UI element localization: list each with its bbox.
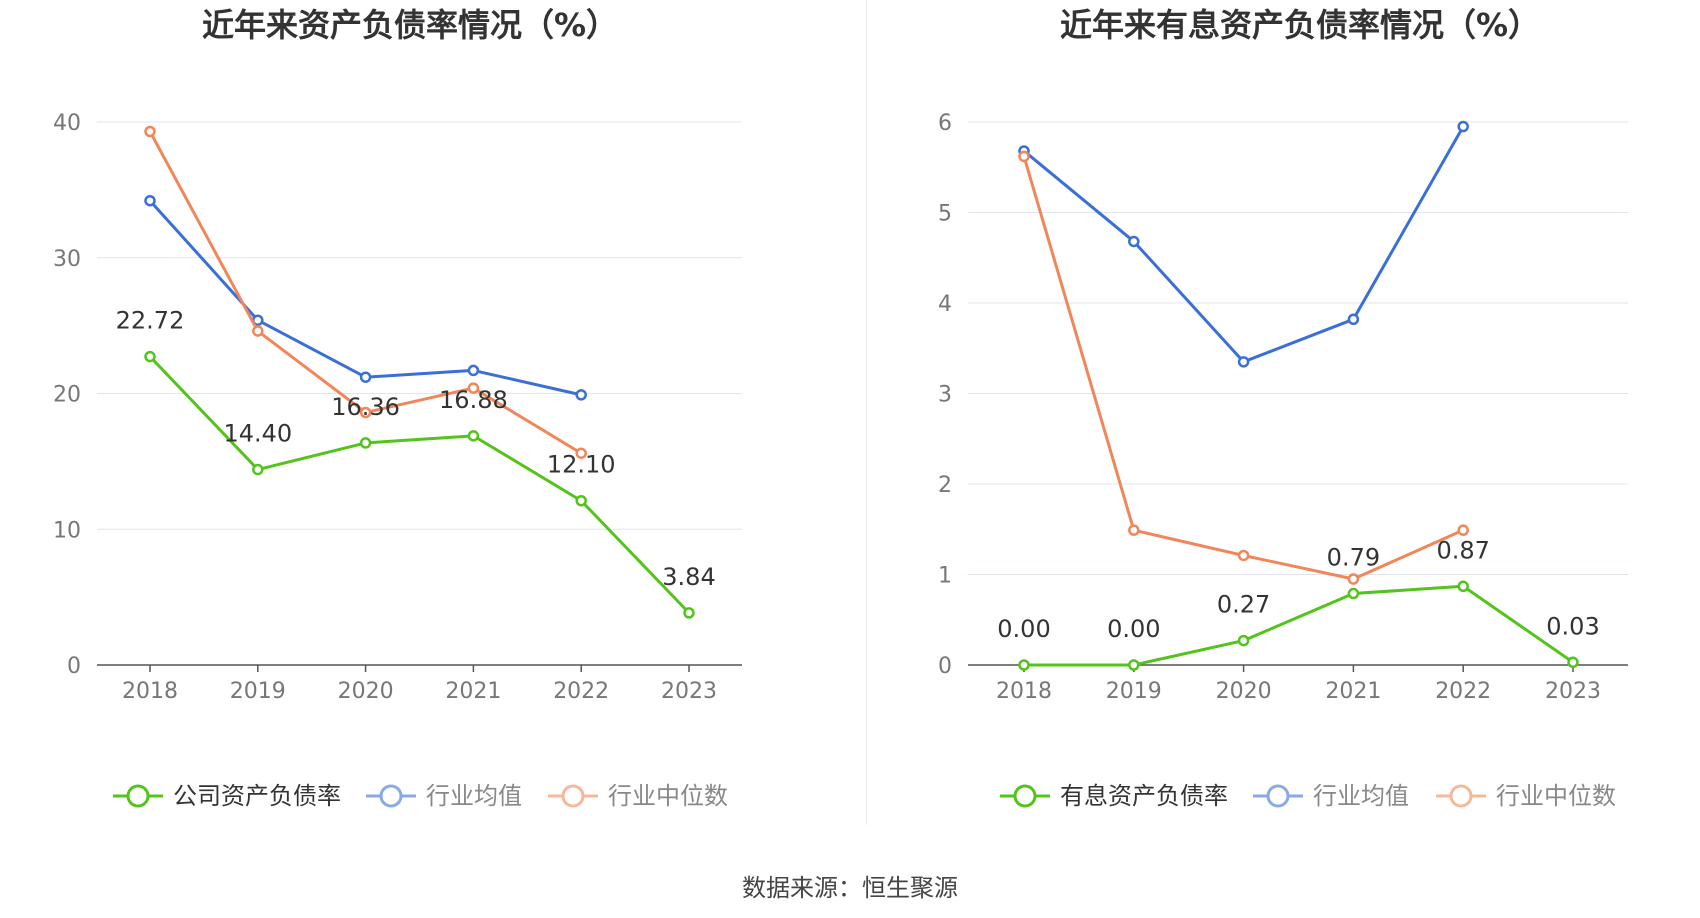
- data-label: 16.88: [439, 386, 508, 414]
- chart-2: 近年来有息资产负债率情况（%） 0 1 2 3 4 5 6 2018 2019 2020 2021 20…: [938, 6, 1628, 810]
- data-point: [144, 350, 156, 363]
- x-tick-label: 2021: [1325, 679, 1381, 704]
- legend-item-1[interactable]: 有息资产负债率: [1000, 782, 1228, 810]
- data-point: [1457, 120, 1469, 133]
- data-label: 12.10: [547, 451, 616, 479]
- data-point: [575, 389, 587, 401]
- x-tick-label: 2020: [1216, 679, 1272, 704]
- legend-label: 行业均值: [1313, 782, 1409, 810]
- y-tick-label: 0: [938, 654, 952, 679]
- legend-item-2[interactable]: 行业均值: [1253, 782, 1409, 810]
- data-label: 0.00: [1107, 615, 1160, 643]
- series-line-1: [1024, 584, 1574, 667]
- legend-marker: [561, 784, 585, 808]
- data-label: 16.36: [331, 393, 400, 421]
- data-point: [252, 463, 264, 476]
- chart-title: 近年来资产负债率情况（%）: [202, 6, 618, 44]
- legend-item-1[interactable]: 公司资产负债率: [113, 782, 341, 810]
- data-point: [1347, 313, 1360, 326]
- data-label: 14.40: [223, 420, 292, 448]
- data-point: [575, 447, 587, 459]
- data-point: [1457, 524, 1469, 536]
- data-point: [1018, 659, 1030, 671]
- x-tick-label: 2020: [338, 679, 394, 704]
- data-point: [144, 194, 156, 207]
- y-tick-label: 4: [938, 292, 952, 317]
- data-point: [1128, 235, 1140, 248]
- data-point: [1128, 659, 1140, 671]
- series-line-2: [1023, 125, 1465, 364]
- y-tick-label: 2: [938, 473, 952, 498]
- y-tick-label: 3: [938, 383, 952, 408]
- y-tick-label: 20: [53, 383, 81, 408]
- y-tick-label: 1: [938, 564, 952, 589]
- x-tick-label: 2019: [1106, 679, 1162, 704]
- legend-item-2[interactable]: 行业均值: [366, 782, 522, 810]
- legend-item-3[interactable]: 行业中位数: [548, 782, 728, 810]
- legend-label: 行业均值: [426, 782, 522, 810]
- y-tick-label: 5: [938, 202, 952, 227]
- data-point: [467, 382, 480, 394]
- data-point: [1347, 587, 1360, 600]
- data-point: [359, 371, 372, 383]
- data-point: [359, 406, 372, 419]
- chart-title: 近年来有息资产负债率情况（%）: [1060, 6, 1540, 44]
- data-label: 3.84: [662, 563, 715, 591]
- y-tick-label: 30: [53, 247, 81, 272]
- data-point: [1237, 549, 1250, 562]
- legend-label: 行业中位数: [608, 782, 728, 810]
- data-label: 0.27: [1217, 591, 1270, 619]
- y-tick-label: 10: [53, 518, 81, 543]
- data-point: [467, 364, 480, 377]
- x-tick-label: 2018: [996, 679, 1052, 704]
- data-source-text: 数据来源：恒生聚源: [742, 874, 958, 902]
- data-label: 0.79: [1327, 544, 1380, 572]
- panel-divider: [866, 0, 867, 825]
- data-label: 0.03: [1546, 612, 1599, 640]
- x-tick-label: 2018: [122, 679, 178, 704]
- legend-marker: [1013, 784, 1037, 808]
- x-tick-label: 2021: [445, 679, 501, 704]
- chart-1: 近年来资产负债率情况（%） 0 10 20 30 40 2018 2019 2020 2021 20…: [53, 6, 742, 810]
- data-point: [1237, 634, 1250, 647]
- data-label: 0.00: [997, 615, 1050, 643]
- data-point: [252, 325, 264, 337]
- legend-marker: [379, 784, 403, 808]
- y-tick-label: 6: [938, 111, 952, 136]
- data-point: [1457, 580, 1469, 593]
- legend-label: 公司资产负债率: [173, 782, 341, 810]
- data-point: [575, 494, 587, 507]
- legend-marker: [126, 784, 150, 808]
- series-line-1: [148, 355, 691, 614]
- legend-label: 有息资产负债率: [1060, 782, 1228, 810]
- series-line-3: [1022, 155, 1464, 581]
- x-tick-label: 2022: [553, 679, 609, 704]
- data-label: 22.72: [116, 307, 185, 335]
- x-tick-label: 2019: [230, 679, 286, 704]
- data-point: [1567, 656, 1579, 669]
- data-point: [1018, 150, 1030, 163]
- legend-marker: [1266, 784, 1290, 808]
- data-point: [1237, 356, 1250, 368]
- y-tick-label: 0: [67, 654, 81, 679]
- x-tick-label: 2023: [661, 679, 717, 704]
- data-point: [1128, 524, 1140, 536]
- data-point: [359, 437, 372, 449]
- data-point: [467, 430, 480, 442]
- series-line-2: [148, 199, 582, 397]
- data-point: [144, 125, 156, 138]
- legend-marker: [1449, 784, 1473, 808]
- x-tick-label: 2022: [1435, 679, 1491, 704]
- legend-item-3[interactable]: 行业中位数: [1436, 782, 1616, 810]
- data-label: 0.87: [1436, 536, 1489, 564]
- x-tick-label: 2023: [1545, 679, 1601, 704]
- data-point: [683, 607, 695, 619]
- data-point: [1347, 573, 1360, 585]
- legend-label: 行业中位数: [1496, 782, 1616, 810]
- y-tick-label: 40: [53, 111, 81, 136]
